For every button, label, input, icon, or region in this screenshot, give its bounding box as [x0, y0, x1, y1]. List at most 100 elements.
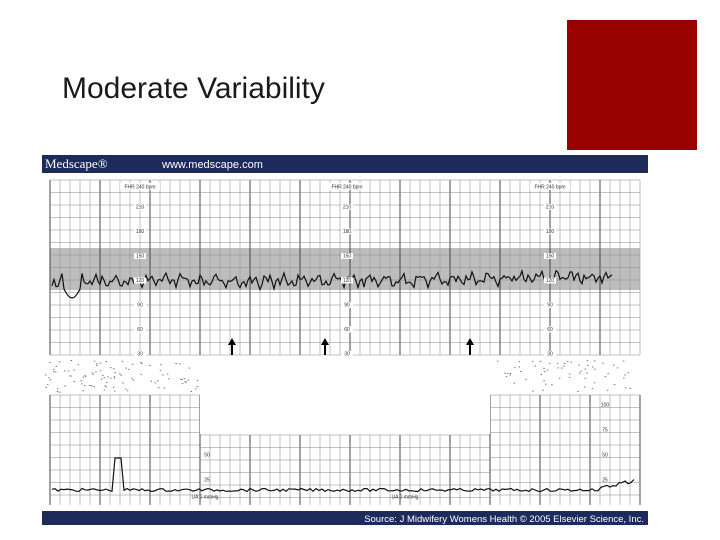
ua-scale-label: 50 [204, 452, 210, 458]
label-bg [530, 183, 570, 190]
speckle [542, 389, 544, 391]
fhr-header: FHR 240 bpm [124, 184, 155, 190]
speckle [594, 360, 596, 362]
speckle [91, 372, 94, 374]
speckle [128, 368, 130, 370]
label-bg [341, 326, 353, 333]
speckle [154, 382, 157, 384]
fhr-scale-label: 150 [546, 253, 555, 259]
figure-footer [42, 511, 648, 525]
speckle [543, 380, 545, 382]
speckle [629, 388, 631, 389]
speckle [95, 371, 97, 373]
speckle [132, 379, 135, 381]
speckle [509, 374, 511, 376]
label-bg [544, 326, 556, 333]
speckle [196, 379, 199, 381]
fhr-scale-label: 180 [343, 229, 352, 235]
speckle [80, 380, 83, 382]
figure [42, 155, 648, 525]
accent-block [567, 20, 697, 150]
label-bg [327, 183, 367, 190]
speckle [149, 365, 151, 367]
speckle [52, 371, 55, 373]
speckle [119, 373, 121, 375]
speckle [157, 387, 160, 389]
speckle [623, 377, 625, 379]
speckle [557, 367, 559, 369]
speckle [196, 386, 198, 388]
speckle [568, 376, 571, 378]
speckle [103, 389, 106, 391]
speckle [160, 364, 162, 366]
speckle [606, 389, 609, 391]
brand-url: www.medscape.com [161, 159, 263, 171]
speckle [125, 388, 127, 390]
label-bg [544, 253, 556, 259]
speckle [93, 386, 95, 388]
speckle [102, 374, 104, 376]
speckle [113, 386, 115, 388]
speckle [120, 374, 122, 376]
speckle [568, 373, 571, 375]
speckle [114, 372, 116, 374]
label-bg [134, 326, 146, 333]
speckle [122, 382, 124, 384]
speckle [166, 373, 169, 375]
speckle [556, 362, 559, 364]
speckle [563, 365, 565, 367]
blank-gap [200, 356, 490, 434]
label-bg [341, 302, 353, 308]
speckle [578, 364, 580, 366]
speckle [48, 377, 50, 379]
speckle [100, 378, 103, 380]
label-bg [134, 253, 146, 259]
speckle [163, 387, 166, 389]
speckle [131, 363, 134, 365]
speckle [179, 363, 181, 365]
ua-scale-label: 25 [204, 477, 210, 483]
label-bg [134, 228, 146, 235]
speckle [106, 381, 108, 383]
speckle [113, 390, 116, 392]
speckle [53, 368, 55, 370]
brand: Medscape® [45, 156, 108, 171]
speckle [45, 374, 47, 376]
speckle [594, 368, 596, 370]
speckle [613, 364, 615, 366]
label-bg [341, 253, 353, 259]
ua-scale-label: 25 [602, 477, 608, 483]
label-bg [134, 204, 146, 210]
speckle [520, 371, 522, 372]
speckle [613, 384, 616, 385]
speckle [150, 380, 152, 382]
fhr-scale-label: 180 [546, 229, 555, 235]
speckle [545, 383, 547, 385]
speckle [514, 367, 516, 369]
fhr-scale-label: 30 [344, 351, 350, 357]
speckle [84, 385, 86, 386]
fhr-scale-label: 90 [137, 302, 143, 308]
speckle [168, 378, 170, 380]
speckle [140, 362, 142, 363]
speckle [185, 381, 187, 383]
speckle [525, 378, 527, 380]
ua-scale-label: 75 [602, 427, 608, 433]
fhr-scale-label: 60 [344, 327, 350, 333]
fhr-scale-label: 120 [343, 278, 352, 284]
arrow-head [466, 338, 474, 345]
speckle [548, 362, 551, 364]
speckle [180, 378, 182, 380]
speckle [513, 382, 515, 384]
speckle [105, 361, 107, 362]
speckle [543, 367, 545, 369]
speckle [532, 360, 534, 362]
speckle [540, 374, 542, 375]
speckle [49, 361, 51, 363]
speckle [113, 376, 116, 378]
speckle [57, 388, 59, 390]
speckle [578, 372, 581, 374]
fhr-scale-label: 30 [547, 351, 553, 357]
speckle [539, 360, 542, 362]
